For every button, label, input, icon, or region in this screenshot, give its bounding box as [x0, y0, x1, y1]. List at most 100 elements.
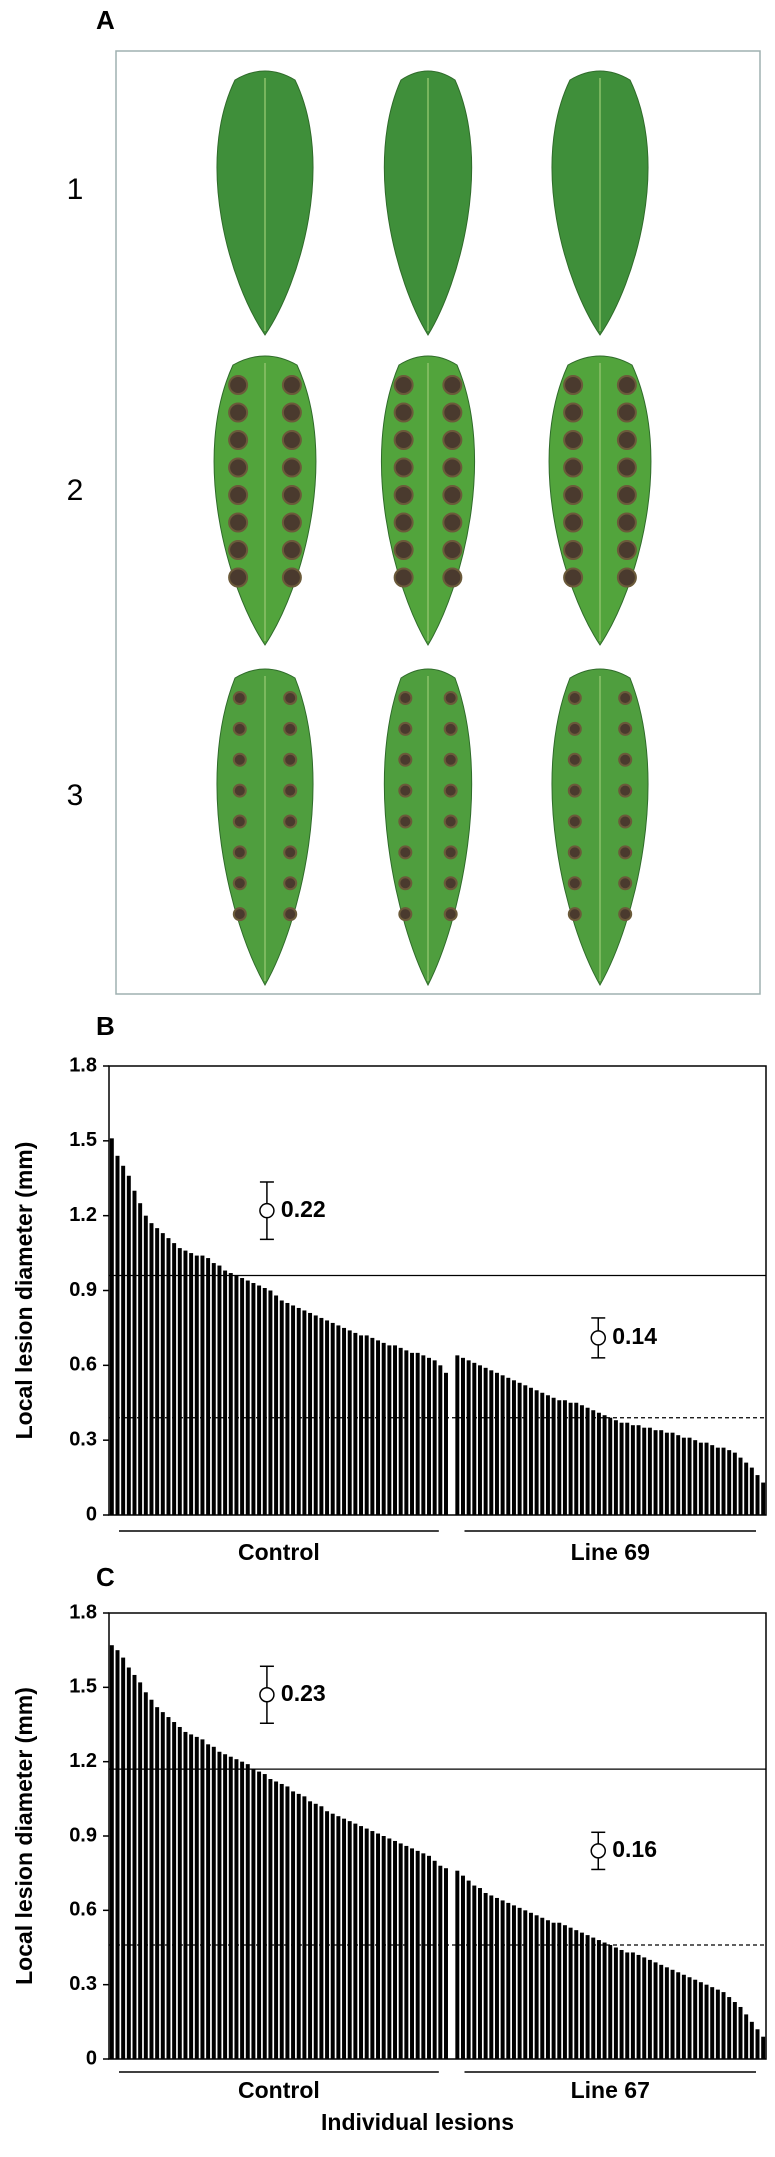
lesion-spot: [228, 540, 249, 560]
bar: [330, 1322, 335, 1515]
lesion-spot: [232, 845, 247, 860]
bar: [636, 1954, 641, 2059]
bar: [353, 1332, 358, 1515]
bar: [715, 1989, 720, 2059]
bar: [234, 1759, 239, 2059]
bar: [562, 1925, 567, 2059]
lesion-spot: [393, 457, 414, 478]
bar: [647, 1427, 652, 1515]
y-tick-label: 1.2: [69, 1750, 97, 1772]
lesion-spot: [228, 430, 249, 450]
bar: [613, 1420, 618, 1515]
y-tick-label: 0.3: [69, 1428, 97, 1450]
bar: [557, 1400, 562, 1515]
bar: [296, 1793, 301, 2059]
lesion-spot: [398, 783, 413, 798]
bar: [200, 1255, 205, 1515]
bar: [330, 1813, 335, 2059]
bar: [636, 1425, 641, 1515]
bar: [115, 1650, 120, 2059]
bar: [109, 1645, 114, 2059]
bar: [364, 1828, 369, 2059]
lesion-spot: [567, 691, 582, 705]
leaf-photos: [213, 70, 652, 987]
bar: [483, 1892, 488, 2059]
bar: [630, 1425, 635, 1515]
y-tick-label: 0: [86, 2047, 97, 2069]
bar: [540, 1392, 545, 1515]
bar: [166, 1717, 171, 2059]
bar: [494, 1372, 499, 1515]
lesion-spot: [281, 402, 302, 423]
bar: [438, 1365, 443, 1515]
bar: [421, 1853, 426, 2059]
lesion-spot: [442, 402, 463, 423]
bar: [557, 1922, 562, 2059]
bar: [534, 1390, 539, 1515]
bar: [251, 1283, 256, 1515]
bar: [206, 1744, 211, 2059]
lesion-spot: [283, 752, 298, 767]
bar: [172, 1243, 177, 1515]
lesion-spot: [393, 485, 414, 505]
bar: [659, 1430, 664, 1515]
lesion-spot: [567, 783, 582, 798]
lesion-spot: [228, 375, 249, 395]
y-axis-label: Local lesion diameter (mm): [11, 1687, 37, 1985]
lesion-spot: [618, 752, 633, 767]
y-tick-label: 0.3: [69, 1973, 97, 1995]
lesion-spot: [281, 567, 302, 588]
bar: [676, 1972, 681, 2059]
bar: [398, 1347, 403, 1515]
bar: [189, 1253, 194, 1515]
bar: [483, 1367, 488, 1515]
lesion-spot: [398, 845, 413, 860]
bar: [574, 1930, 579, 2059]
bar: [647, 1959, 652, 2059]
bar: [489, 1370, 494, 1515]
annotation-label: 0.14: [612, 1323, 657, 1349]
bar: [477, 1888, 482, 2059]
bar: [761, 1482, 766, 1515]
bar: [540, 1917, 545, 2059]
bar: [155, 1707, 160, 2059]
lesion-spot: [398, 814, 413, 829]
lesion-spot: [232, 876, 247, 891]
bar: [223, 1270, 228, 1515]
bar: [279, 1783, 284, 2059]
lesion-spot: [563, 430, 584, 450]
lesion-spot: [563, 457, 584, 478]
lesion-spot: [232, 814, 247, 829]
bar: [347, 1821, 352, 2059]
bar: [715, 1447, 720, 1515]
row-label: 3: [67, 779, 84, 812]
bar: [279, 1300, 284, 1515]
bar: [149, 1223, 154, 1515]
bar: [342, 1327, 347, 1515]
lesion-spot: [232, 783, 247, 798]
lesion-spot: [283, 845, 298, 860]
bar: [602, 1415, 607, 1515]
bar: [308, 1801, 313, 2059]
lesion-spot: [232, 752, 247, 767]
bar: [115, 1155, 120, 1515]
lesion-spot: [567, 752, 582, 767]
bar: [274, 1295, 279, 1515]
row-label: 1: [67, 173, 84, 206]
lesion-spot: [398, 876, 413, 891]
mean-marker: [259, 1687, 275, 1703]
lesion-spot: [442, 375, 463, 395]
annotation-label: 0.22: [281, 1196, 326, 1222]
bar: [415, 1352, 420, 1515]
bar: [410, 1352, 414, 1515]
y-tick-label: 0: [86, 1503, 97, 1525]
bar: [274, 1781, 279, 2059]
bar: [511, 1380, 516, 1515]
bar: [410, 1848, 414, 2059]
annotation-label: 0.16: [612, 1836, 657, 1862]
bar: [251, 1769, 256, 2059]
lesion-spot: [228, 512, 249, 533]
bar: [528, 1387, 533, 1515]
bar: [172, 1722, 177, 2059]
lesion-spot: [442, 567, 463, 588]
